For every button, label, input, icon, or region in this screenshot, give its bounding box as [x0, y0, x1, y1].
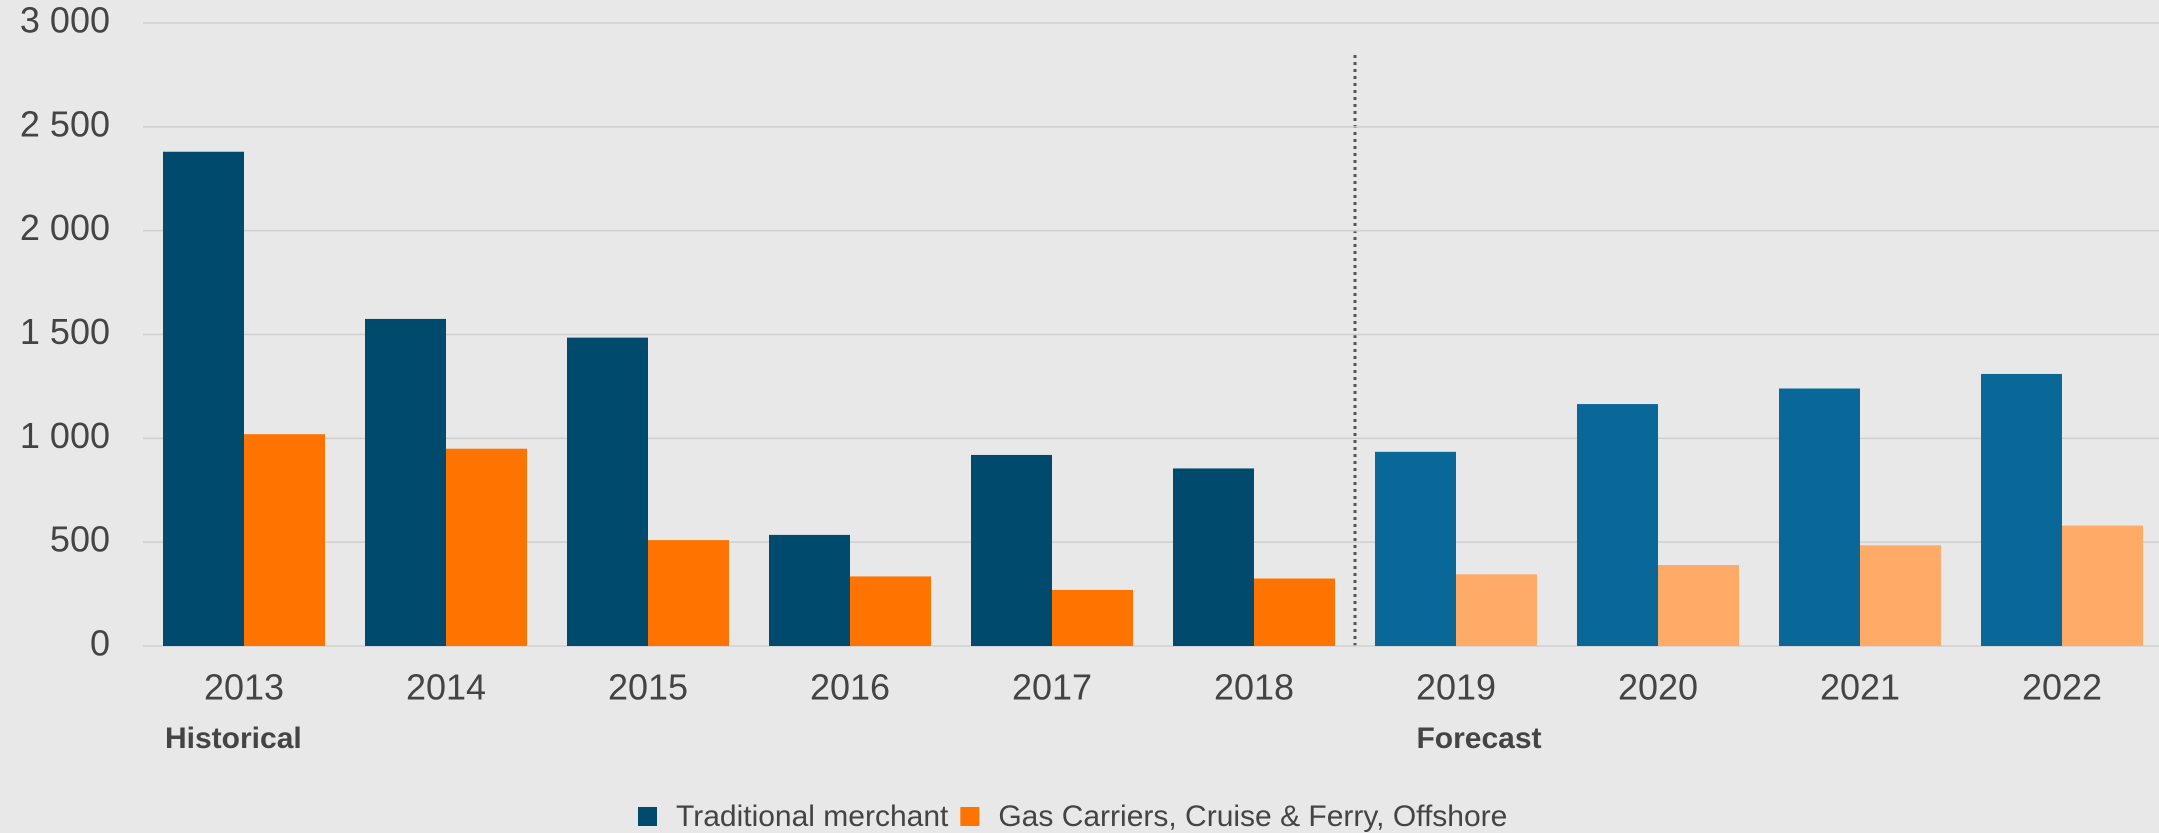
x-tick-label: 2021: [1820, 667, 1900, 708]
x-tick-label: 2019: [1416, 667, 1496, 708]
bar: [1173, 468, 1254, 646]
y-tick-label: 500: [50, 519, 110, 560]
bar: [1052, 589, 1133, 646]
y-tick-label: 3 000: [20, 0, 110, 41]
bar: [446, 448, 527, 646]
legend-swatch: [638, 807, 657, 826]
y-tick-label: 2 000: [20, 207, 110, 248]
x-tick-label: 2016: [810, 667, 890, 708]
bar: [1658, 565, 1739, 646]
x-tick-label: 2014: [406, 667, 486, 708]
bar: [1860, 545, 1941, 646]
bar: [163, 151, 244, 646]
annotation: Historical: [165, 722, 302, 755]
x-tick-label: 2020: [1618, 667, 1698, 708]
x-tick-label: 2022: [2022, 667, 2102, 708]
bar: [1456, 574, 1537, 646]
bar: [1577, 404, 1658, 646]
legend-swatch: [960, 807, 980, 826]
bar: [769, 534, 850, 646]
bar: [2062, 525, 2143, 646]
bar: [1375, 451, 1456, 646]
x-tick-label: 2015: [608, 667, 688, 708]
bar: [567, 337, 648, 646]
bar: [365, 318, 446, 646]
y-tick-label: 2 500: [20, 103, 110, 144]
y-tick-label: 0: [90, 623, 110, 664]
legend-label: Traditional merchant: [676, 800, 949, 833]
y-tick-label: 1 500: [20, 311, 110, 352]
bar: [971, 454, 1052, 646]
bar: [1779, 388, 1860, 646]
annotation: Forecast: [1416, 722, 1541, 755]
x-tick-label: 2013: [204, 667, 284, 708]
x-tick-label: 2018: [1214, 667, 1294, 708]
bar: [648, 540, 729, 646]
bar: [1981, 373, 2062, 646]
bar: [244, 434, 325, 646]
bar: [1254, 578, 1335, 646]
bar: [850, 576, 931, 646]
x-tick-label: 2017: [1012, 667, 1092, 708]
legend-label: Gas Carriers, Cruise & Ferry, Offshore: [998, 800, 1507, 833]
y-tick-label: 1 000: [20, 415, 110, 456]
